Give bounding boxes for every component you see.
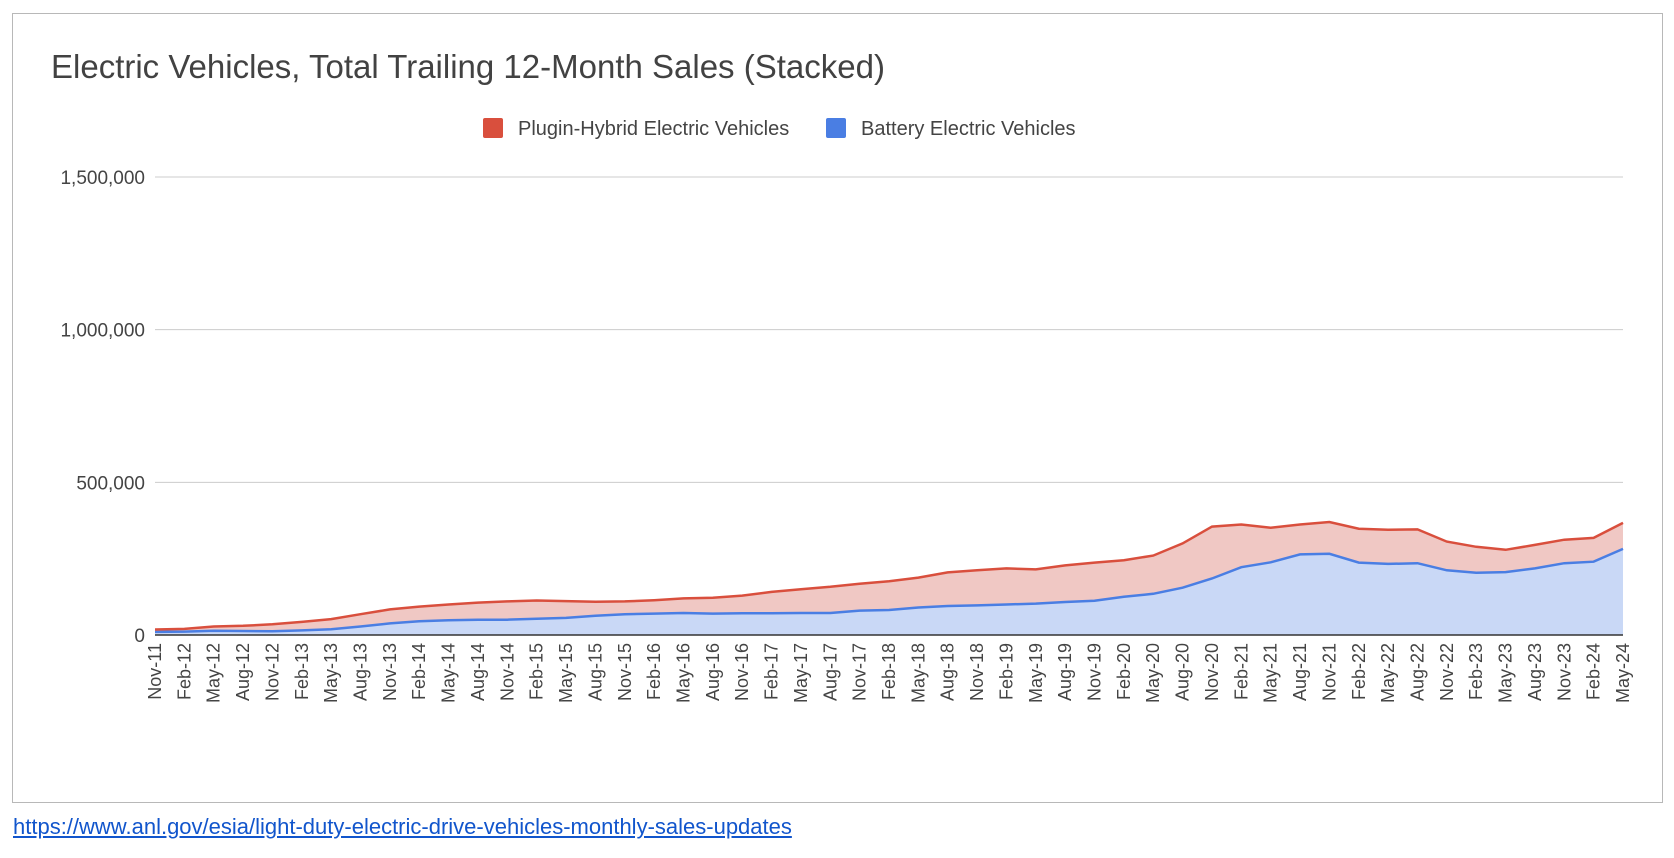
x-tick-label: Nov-22 — [1437, 643, 1457, 701]
phev-area — [155, 522, 1623, 632]
x-tick-label: Nov-23 — [1554, 643, 1574, 701]
x-tick-label: Aug-14 — [468, 643, 488, 701]
x-tick-label: Feb-20 — [1114, 643, 1134, 700]
x-tick-label: May-24 — [1613, 643, 1633, 703]
x-tick-label: Aug-17 — [820, 643, 840, 701]
x-tick-label: Aug-12 — [233, 643, 253, 701]
x-tick-label: May-20 — [1143, 643, 1163, 703]
plot-areas — [154, 520, 1624, 636]
legend-swatch — [826, 118, 846, 138]
x-tick-label: Feb-21 — [1231, 643, 1251, 700]
x-tick-label: Nov-11 — [145, 643, 165, 700]
x-tick-label: Feb-19 — [996, 643, 1016, 700]
x-tick-label: May-18 — [908, 643, 928, 703]
x-tick-label: Feb-12 — [174, 643, 194, 700]
x-tick-label: Feb-15 — [527, 643, 547, 700]
x-axis-ticks: Nov-11 Feb-12 May-12 Aug-12 Nov-12 Feb-13 May-… — [145, 643, 1633, 703]
x-tick-label: Feb-24 — [1584, 643, 1604, 700]
x-tick-label: Feb-14 — [409, 643, 429, 700]
x-tick-label: Aug-21 — [1290, 643, 1310, 701]
gridlines — [155, 176, 1623, 483]
legend-item: Plugin-Hybrid Electric Vehicles — [483, 118, 789, 140]
bev-area — [155, 548, 1623, 635]
x-tick-label: May-14 — [439, 643, 459, 703]
legend-swatch — [483, 118, 503, 138]
x-tick-label: Nov-12 — [262, 643, 282, 701]
x-tick-label: May-16 — [673, 643, 693, 703]
x-tick-label: Feb-18 — [879, 643, 899, 700]
x-tick-label: Nov-13 — [380, 643, 400, 701]
x-tick-label: Aug-19 — [1055, 643, 1075, 701]
x-tick-label: Feb-23 — [1466, 643, 1486, 700]
x-tick-label: Feb-16 — [644, 643, 664, 700]
legend-item: Battery Electric Vehicles — [826, 118, 1076, 140]
x-tick-label: Aug-20 — [1173, 643, 1193, 701]
y-tick-label: 0 — [134, 626, 145, 647]
legend-label: Battery Electric Vehicles — [861, 118, 1076, 140]
x-tick-label: Aug-16 — [703, 643, 723, 701]
y-tick-label: 500,000 — [76, 473, 145, 494]
x-tick-label: Nov-17 — [850, 643, 870, 701]
y-tick-label: 1,000,000 — [60, 321, 145, 342]
legend: Plugin-Hybrid Electric Vehicles Battery E… — [483, 118, 1076, 140]
x-tick-label: Nov-21 — [1319, 643, 1339, 701]
chart-title: Electric Vehicles, Total Trailing 12-Mon… — [51, 48, 885, 85]
source-link[interactable]: https://www.anl.gov/esia/light-duty-elec… — [13, 814, 792, 839]
x-tick-label: May-13 — [321, 643, 341, 703]
x-tick-label: May-17 — [791, 643, 811, 703]
x-tick-label: Aug-15 — [585, 643, 605, 701]
x-tick-label: May-12 — [204, 643, 224, 703]
x-tick-label: May-19 — [1026, 643, 1046, 703]
x-tick-label: May-23 — [1496, 643, 1516, 703]
bev-line — [154, 547, 1624, 634]
x-tick-label: Nov-16 — [732, 643, 752, 701]
x-tick-label: Nov-14 — [497, 643, 517, 701]
y-axis-ticks: 0 500,000 1,000,000 1,500,000 — [60, 168, 145, 647]
chart-svg: Electric Vehicles, Total Trailing 12-Mon… — [51, 48, 1633, 703]
y-tick-label: 1,500,000 — [60, 168, 145, 189]
phev-line — [154, 520, 1624, 631]
x-tick-label: Feb-22 — [1349, 643, 1369, 700]
x-tick-label: Aug-18 — [938, 643, 958, 701]
x-tick-label: Nov-20 — [1202, 643, 1222, 701]
legend-label: Plugin-Hybrid Electric Vehicles — [518, 118, 789, 140]
x-tick-label: May-15 — [556, 643, 576, 703]
x-tick-label: Aug-22 — [1407, 643, 1427, 701]
x-tick-label: Feb-13 — [292, 643, 312, 700]
x-tick-label: Aug-23 — [1525, 643, 1545, 701]
x-tick-label: May-21 — [1261, 643, 1281, 703]
chart-frame: Electric Vehicles, Total Trailing 12-Mon… — [12, 13, 1663, 803]
x-tick-label: Nov-15 — [615, 643, 635, 701]
x-tick-label: Nov-18 — [967, 643, 987, 701]
x-tick-label: Nov-19 — [1085, 643, 1105, 701]
x-tick-label: Aug-13 — [351, 643, 371, 701]
x-tick-label: May-22 — [1378, 643, 1398, 703]
x-tick-label: Feb-17 — [762, 643, 782, 700]
